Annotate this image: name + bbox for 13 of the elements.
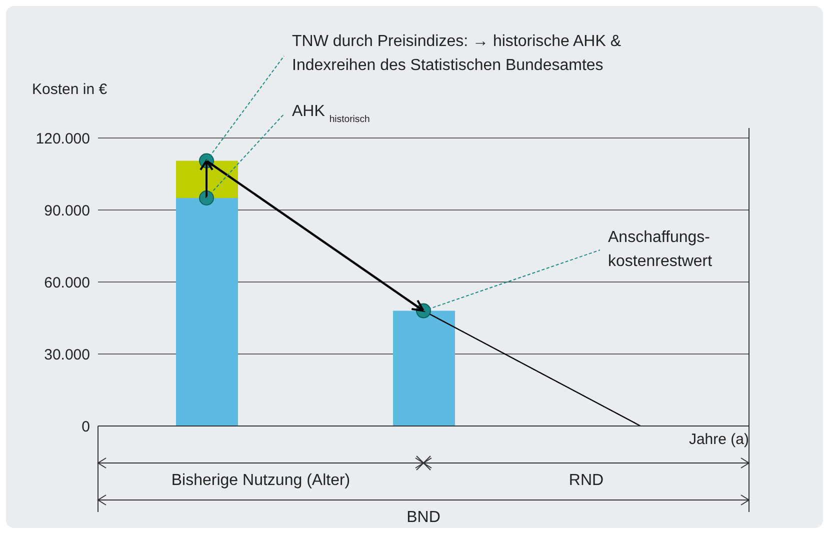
y-tick-label: 90.000 — [44, 202, 90, 220]
y-tick-label: 30.000 — [44, 346, 90, 364]
y-tick-label: 120.000 — [36, 130, 90, 148]
annotation: Anschaffungs- kostenrestwert — [608, 229, 713, 270]
text: TNW durch Preisindizes: → historische AHK & Indexreihen des Statistischen Bundesamtes — [292, 33, 622, 74]
y-tick-label: 0 — [82, 418, 90, 436]
y-axis-title: Kosten in € — [32, 81, 108, 98]
x-axis-title: Jahre (a) — [688, 431, 749, 448]
text: RND — [568, 472, 604, 489]
text: AHK $_{historisch}$ — [292, 103, 370, 124]
text: Bisherige Nutzung (Alter) — [171, 472, 350, 489]
text: BND — [406, 509, 440, 526]
y-tick-label: 60.000 — [44, 274, 90, 292]
